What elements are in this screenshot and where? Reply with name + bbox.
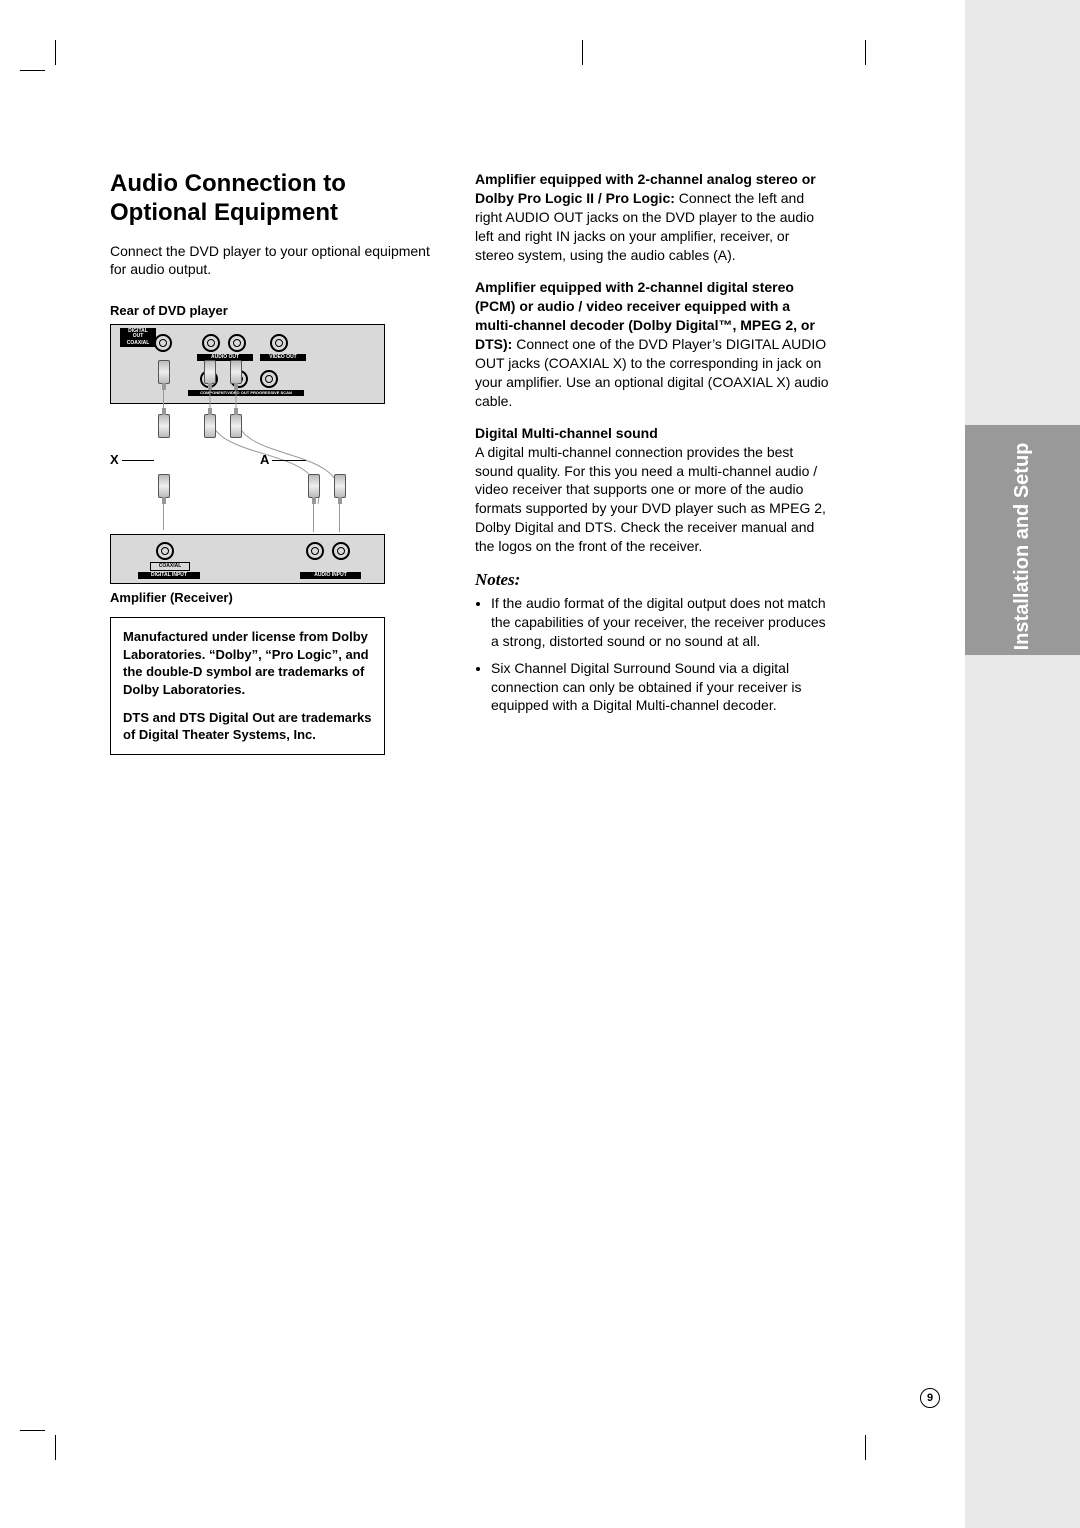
cable-a-label: A — [260, 452, 269, 467]
page-number: 9 — [920, 1388, 940, 1408]
amp-digital-body: Connect one of the DVD Player’s DIGITAL … — [475, 336, 829, 409]
cable-x-label: X — [110, 452, 119, 467]
notes-list: If the audio format of the digital outpu… — [475, 594, 830, 715]
section-tab-label: Installation and Setup — [1011, 439, 1034, 654]
page-content: Audio Connection to Optional Equipment C… — [0, 0, 1080, 815]
amp-analog-para: Amplifier equipped with 2-channel analog… — [475, 170, 830, 264]
page-title: Audio Connection to Optional Equipment — [110, 170, 445, 228]
left-column: Audio Connection to Optional Equipment C… — [110, 170, 445, 755]
amp-digital-para: Amplifier equipped with 2-channel digita… — [475, 278, 830, 410]
diagram-bottom-label: Amplifier (Receiver) — [110, 590, 445, 605]
multichannel-body: A digital multi-channel connection provi… — [475, 443, 830, 556]
notes-heading: Notes: — [475, 570, 830, 590]
connection-diagram: DIGITAL OUT COAXIAL AUDIO OUT VIDEO OUT … — [110, 324, 385, 584]
section-tab: Installation and Setup — [965, 425, 1080, 655]
section-tab-bg: Installation and Setup — [965, 0, 1080, 1528]
diagram-top-label: Rear of DVD player — [110, 303, 445, 318]
note-item: Six Channel Digital Surround Sound via a… — [491, 659, 830, 716]
intro-text: Connect the DVD player to your optional … — [110, 242, 445, 280]
legal-p1: Manufactured under license from Dolby La… — [123, 628, 372, 698]
legal-box: Manufactured under license from Dolby La… — [110, 617, 385, 754]
legal-p2: DTS and DTS Digital Out are trademarks o… — [123, 709, 372, 744]
multichannel-heading: Digital Multi-channel sound — [475, 425, 830, 441]
note-item: If the audio format of the digital outpu… — [491, 594, 830, 651]
right-column: Amplifier equipped with 2-channel analog… — [475, 170, 830, 755]
